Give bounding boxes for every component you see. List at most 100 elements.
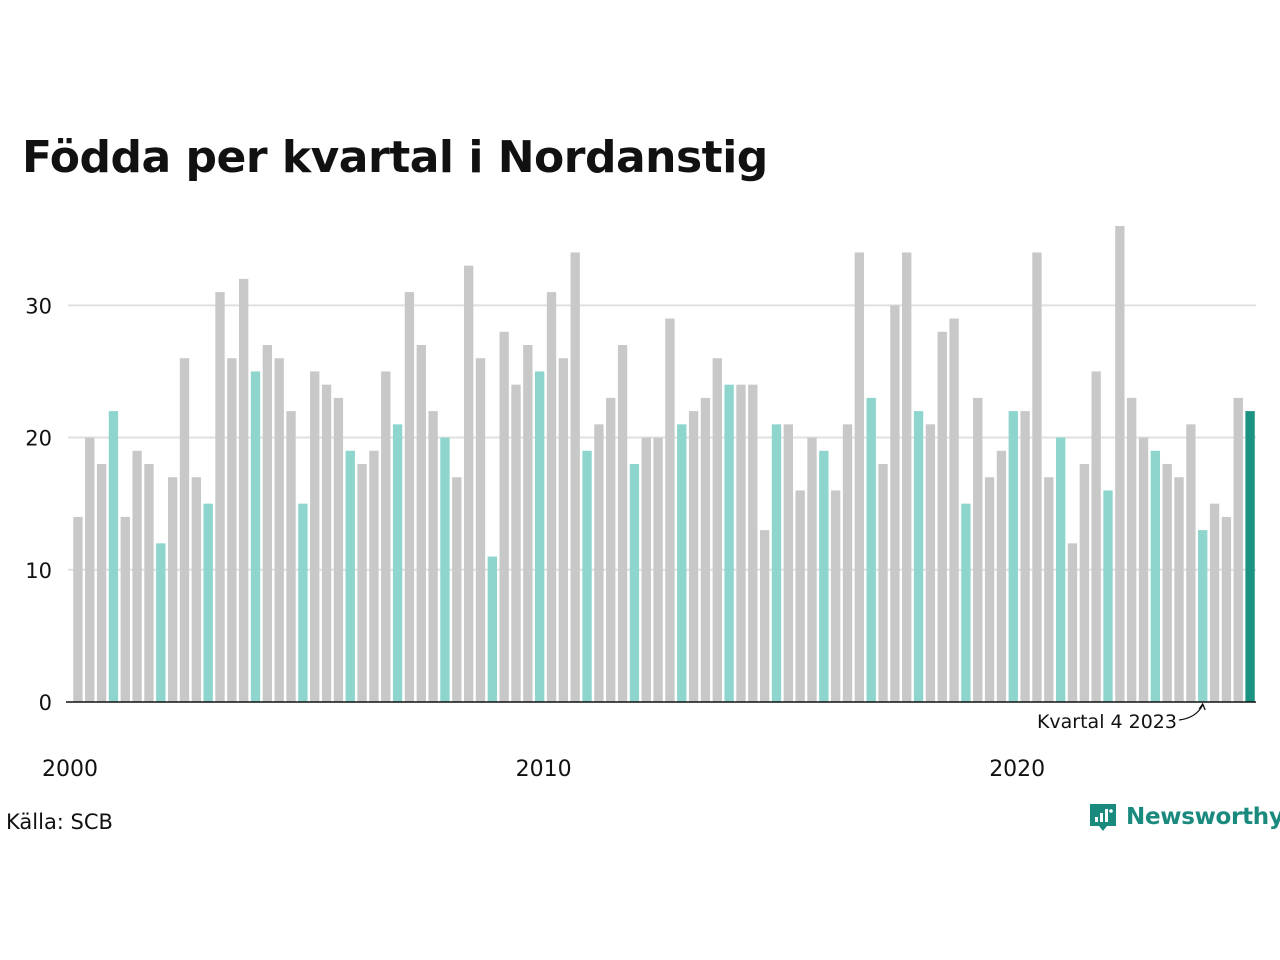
annotation-arrow [1178, 704, 1204, 721]
bar [819, 450, 829, 702]
bar [736, 384, 746, 702]
bar [144, 464, 154, 702]
bar [842, 424, 853, 702]
bar [1245, 411, 1255, 702]
bar [132, 450, 142, 702]
bar [191, 477, 201, 702]
bar [795, 490, 805, 702]
bar [535, 371, 545, 702]
x-tick-label: 2000 [42, 757, 98, 782]
bar [511, 384, 521, 702]
bar [890, 305, 900, 702]
bar [203, 503, 213, 702]
bar [96, 464, 107, 702]
bar [617, 345, 628, 702]
bar [748, 384, 758, 702]
bar [546, 292, 557, 702]
bar [404, 292, 415, 702]
bar [428, 411, 438, 702]
y-tick-label: 0 [39, 691, 52, 715]
bar [1067, 543, 1078, 702]
bar [925, 424, 936, 702]
bar [499, 331, 509, 702]
bar [108, 411, 119, 702]
bar [961, 503, 971, 702]
bar [996, 450, 1007, 702]
y-tick-label: 10 [25, 559, 52, 583]
bar [1150, 450, 1161, 702]
bar [688, 411, 699, 702]
bar [724, 384, 734, 702]
tick-labels: 0 10 20 30 2000 2010 2020 [25, 294, 1045, 782]
bar [345, 450, 355, 702]
bar [73, 516, 83, 702]
bar [902, 252, 912, 702]
bar [949, 318, 959, 702]
bar [1138, 437, 1149, 702]
bars [73, 226, 1255, 702]
annotation-label: Kvartal 4 2023 [1037, 711, 1177, 733]
bar [487, 556, 497, 702]
bar [712, 358, 722, 702]
bar [700, 397, 711, 702]
source-note: Källa: SCB [6, 810, 113, 834]
bar [677, 424, 687, 702]
bar [759, 530, 770, 702]
bar [1162, 464, 1172, 702]
newsworthy-logo: Newsworthy [1088, 802, 1280, 832]
bar [878, 464, 888, 702]
bar [179, 358, 190, 702]
bar [570, 252, 580, 702]
bar [1209, 503, 1220, 702]
bar [1020, 411, 1030, 702]
bar [239, 278, 249, 702]
bar [984, 477, 995, 702]
bar [937, 331, 947, 702]
bar [1044, 477, 1054, 702]
bar [463, 265, 474, 702]
bar [1127, 397, 1137, 702]
bar [606, 397, 616, 702]
bar [807, 437, 817, 702]
bar [831, 490, 841, 702]
bar [333, 397, 344, 702]
bar [854, 252, 865, 702]
bar [973, 397, 983, 702]
bar [1055, 437, 1066, 702]
bar [913, 411, 924, 702]
bar [274, 358, 284, 702]
bar [475, 358, 486, 702]
bar [1008, 411, 1018, 702]
bar [594, 424, 604, 702]
bar [392, 424, 403, 702]
bar [1186, 424, 1196, 702]
bar [1174, 477, 1184, 702]
bar [771, 424, 782, 702]
bar [262, 345, 273, 702]
bar [1079, 464, 1089, 702]
bar [156, 543, 166, 702]
bar [1198, 530, 1208, 702]
bar [381, 371, 391, 702]
newsworthy-logo-icon [1090, 804, 1116, 831]
chart-title: Födda per kvartal i Nordanstig [22, 132, 768, 183]
bar [250, 371, 261, 702]
bar [653, 437, 663, 702]
bar [310, 371, 320, 702]
bar [1221, 516, 1232, 702]
bar [665, 318, 675, 702]
x-tick-label: 2020 [989, 757, 1045, 782]
annotation-arrowhead [1198, 702, 1206, 711]
bar [286, 411, 296, 702]
bar [357, 464, 367, 702]
bar [452, 477, 462, 702]
bar [298, 503, 308, 702]
bar [1091, 371, 1101, 702]
bar [1233, 397, 1243, 702]
bar [783, 424, 793, 702]
y-tick-label: 30 [25, 294, 52, 318]
logo-text: Newsworthy [1126, 804, 1280, 830]
bar [416, 345, 426, 702]
bar [120, 516, 130, 702]
bar [369, 450, 379, 702]
